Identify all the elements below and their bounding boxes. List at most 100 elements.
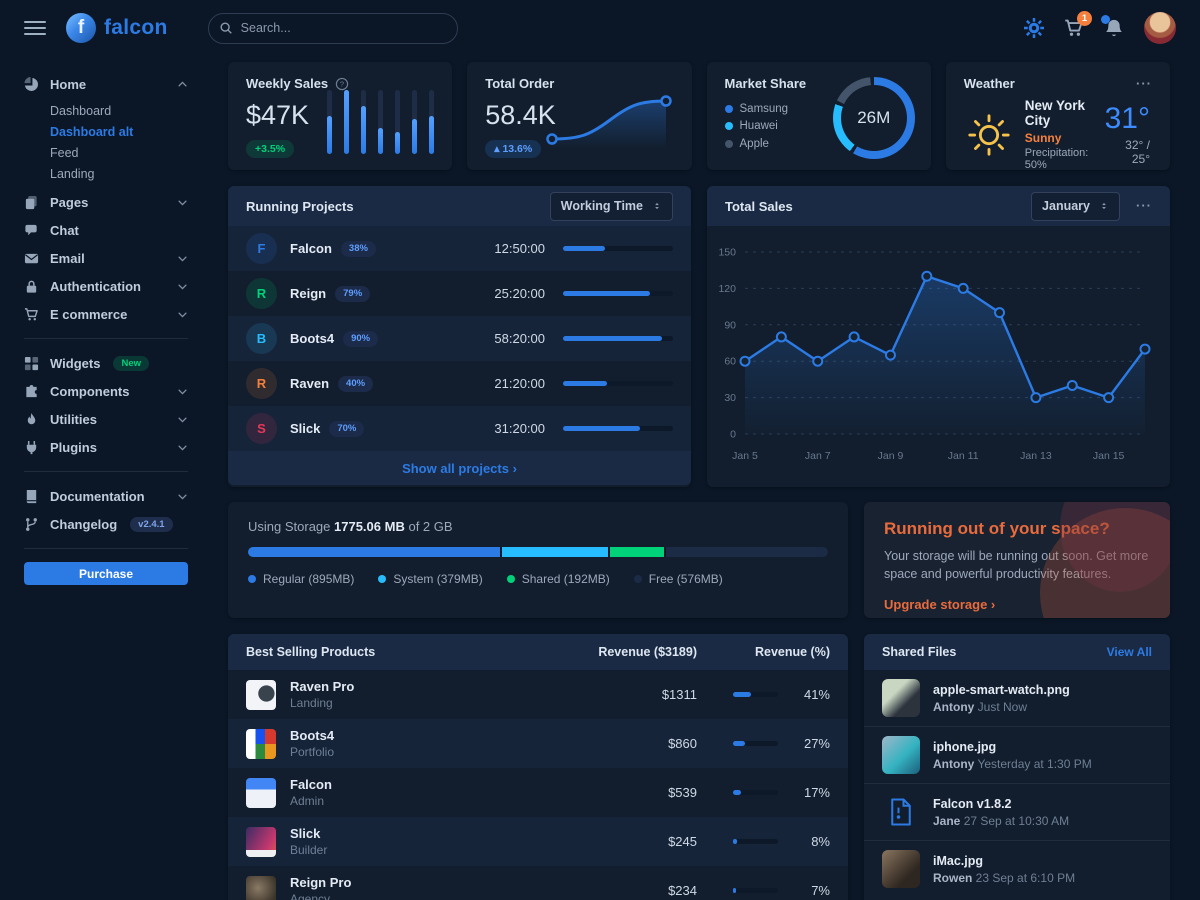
project-avatar: R <box>246 368 277 399</box>
project-time: 25:20:00 <box>494 286 545 301</box>
product-revenue: $245 <box>668 834 697 849</box>
upgrade-storage-link[interactable]: Upgrade storage › <box>884 597 996 613</box>
product-revenue: $1311 <box>661 687 697 702</box>
sidebar-item-dashboard[interactable]: Dashboard <box>50 103 112 118</box>
product-category[interactable]: Admin <box>290 794 325 808</box>
month-select[interactable]: January <box>1031 191 1120 221</box>
sidebar: Home Dashboard Dashboard alt Feed Landing Pag… <box>0 56 212 900</box>
svg-text:150: 150 <box>718 247 736 259</box>
chevron-down-icon <box>177 442 188 453</box>
sidebar-item-documentation[interactable]: Documentation <box>24 482 188 510</box>
storage-legend: Regular (895MB) System (379MB) Shared (192… <box>248 570 828 588</box>
file-timestamp: Just Now <box>974 699 1028 714</box>
product-revenue-bar <box>733 888 778 893</box>
product-name[interactable]: Boots4 <box>290 728 335 743</box>
weekly-sales-title: Weekly Sales <box>246 76 329 91</box>
weather-menu-icon[interactable]: ··· <box>1136 75 1152 91</box>
file-name[interactable]: iphone.jpg <box>933 739 997 754</box>
weather-range: 32° / 25° <box>1125 137 1150 166</box>
product-name[interactable]: Falcon <box>290 777 332 792</box>
chevron-up-icon <box>177 79 188 90</box>
project-avatar: R <box>246 278 277 309</box>
settings-gear-icon[interactable] <box>1024 18 1044 38</box>
sidebar-item-widgets[interactable]: Widgets New <box>24 349 188 377</box>
sidebar-item-label: Chat <box>50 222 79 238</box>
product-category[interactable]: Agency <box>290 892 331 900</box>
product-percent: 17% <box>803 785 830 800</box>
project-name[interactable]: Slick <box>290 421 321 436</box>
product-row-falcon: Falcon Admin $539 17% <box>228 768 848 817</box>
utilities-icon <box>24 412 39 427</box>
sidebar-item-e-commerce[interactable]: E commerce <box>24 300 188 328</box>
sidebar-item-chat[interactable]: Chat <box>24 216 188 244</box>
sidebar-item-label: Plugins <box>50 439 97 455</box>
sidebar-item-components[interactable]: Components <box>24 377 188 405</box>
sidebar-item-feed[interactable]: Feed <box>50 145 79 160</box>
file-thumbnail <box>882 679 920 717</box>
file-name[interactable]: Falcon v1.8.2 <box>933 796 1012 811</box>
chart-pie-icon <box>24 76 39 92</box>
project-name[interactable]: Boots4 <box>290 331 335 346</box>
view-all-link[interactable]: View All <box>1106 645 1152 659</box>
legend-item-samsung: Samsung <box>724 100 913 118</box>
chevron-down-icon <box>177 197 188 208</box>
show-all-projects-link[interactable]: Show all projects › <box>402 460 517 476</box>
working-time-select[interactable]: Working Time <box>549 191 673 221</box>
brand-logo[interactable]: f falcon <box>66 13 168 43</box>
sidebar-item-email[interactable]: Email <box>24 244 188 272</box>
sidebar-item-changelog[interactable]: Changelog v2.4.1 <box>24 510 188 538</box>
puzzle-icon <box>24 384 39 399</box>
project-name[interactable]: Falcon <box>290 241 332 256</box>
file-name[interactable]: apple-smart-watch.png <box>933 682 1070 697</box>
cart-icon-button[interactable]: 1 <box>1064 11 1092 38</box>
product-revenue: $860 <box>668 736 697 751</box>
project-time: 12:50:00 <box>494 241 545 256</box>
svg-text:Jan 13: Jan 13 <box>1020 450 1052 462</box>
product-category[interactable]: Portfolio <box>290 745 335 759</box>
user-avatar[interactable] <box>1144 12 1176 44</box>
product-name[interactable]: Raven Pro <box>290 679 355 694</box>
sidebar-item-pages[interactable]: Pages <box>24 188 188 216</box>
project-progress-bar <box>563 381 673 386</box>
file-document-icon <box>882 793 920 831</box>
menu-toggle-icon[interactable] <box>24 21 46 35</box>
notifications-bell-icon[interactable] <box>1101 15 1124 41</box>
purchase-button[interactable]: Purchase <box>24 562 188 585</box>
storage-legend-item: Regular (895MB) <box>248 570 354 588</box>
product-category[interactable]: Landing <box>290 696 333 710</box>
product-category[interactable]: Builder <box>290 843 328 857</box>
sidebar-item-landing[interactable]: Landing <box>50 166 95 181</box>
bell-icon <box>1104 19 1124 41</box>
file-name[interactable]: iMac.jpg <box>933 853 984 868</box>
weekly-sales-bar <box>395 90 401 154</box>
svg-text:30: 30 <box>724 392 736 404</box>
envelope-icon <box>24 251 39 266</box>
total-sales-menu-icon[interactable]: ··· <box>1136 198 1152 213</box>
sidebar-item-dashboard-alt[interactable]: Dashboard alt <box>50 124 134 139</box>
project-progress-bar <box>563 246 673 251</box>
search-input[interactable] <box>207 12 458 44</box>
market-share-donut-chart: 26M <box>832 77 915 159</box>
lock-icon <box>24 279 39 294</box>
legend-dot <box>724 139 733 148</box>
svg-text:90: 90 <box>724 319 736 331</box>
widgets-icon <box>24 356 39 371</box>
project-row-reign: R Reign 79% 25:20:00 <box>228 271 691 316</box>
cart-icon <box>24 307 39 322</box>
project-name[interactable]: Reign <box>290 286 327 301</box>
market-share-title: Market Share <box>724 76 807 91</box>
sidebar-item-authentication[interactable]: Authentication <box>24 272 188 300</box>
working-time-value: Working Time <box>560 199 643 213</box>
product-name[interactable]: Slick <box>290 826 321 841</box>
project-name[interactable]: Raven <box>290 376 330 391</box>
product-row-slick: Slick Builder $245 8% <box>228 817 848 866</box>
help-question-icon[interactable]: ? <box>335 77 349 91</box>
file-item-imac-jpg: iMac.jpg Rowen 23 Sep at 6:10 PM <box>864 840 1170 897</box>
project-progress-bar <box>563 291 673 296</box>
svg-text:?: ? <box>340 79 344 88</box>
sidebar-item-plugins[interactable]: Plugins <box>24 433 188 461</box>
svg-text:120: 120 <box>718 283 736 295</box>
sidebar-item-utilities[interactable]: Utilities <box>24 405 188 433</box>
product-name[interactable]: Reign Pro <box>290 875 352 890</box>
sidebar-item-home[interactable]: Home <box>24 70 188 98</box>
